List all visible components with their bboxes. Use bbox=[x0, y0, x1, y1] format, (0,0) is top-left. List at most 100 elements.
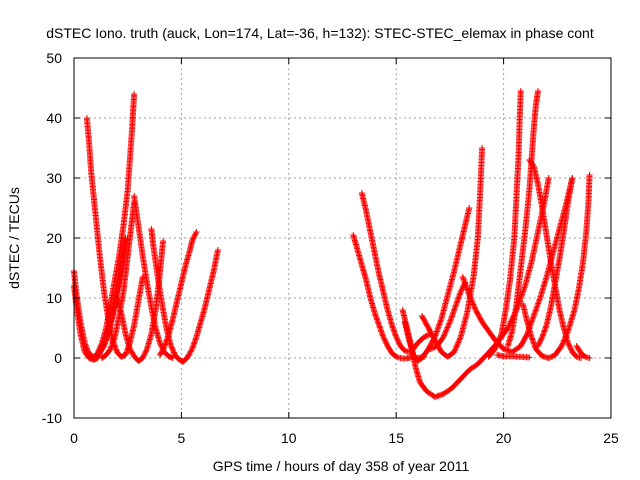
data-point bbox=[94, 350, 101, 357]
series-group bbox=[459, 175, 576, 355]
data-point bbox=[143, 347, 150, 354]
data-point bbox=[98, 341, 105, 348]
data-point bbox=[494, 340, 501, 347]
data-point bbox=[497, 333, 504, 340]
data-point bbox=[189, 238, 196, 244]
axis-ticks: 0 5 10 15 20 25 -10 0 10 20 30 40 50 bbox=[42, 50, 619, 446]
data-point bbox=[442, 329, 449, 336]
data-point bbox=[479, 145, 486, 151]
data-point bbox=[188, 347, 195, 354]
data-point bbox=[517, 88, 524, 94]
data-point bbox=[518, 292, 525, 299]
data-point bbox=[521, 284, 528, 291]
y-tick-label: 40 bbox=[46, 110, 62, 126]
chart-title: dSTEC Iono. truth (auck, Lon=174, Lat=-3… bbox=[46, 25, 594, 41]
data-point bbox=[538, 336, 545, 343]
data-point bbox=[140, 352, 147, 359]
series-group bbox=[131, 193, 176, 361]
data-point bbox=[423, 332, 430, 339]
data-point bbox=[526, 354, 533, 361]
data-point bbox=[184, 353, 191, 360]
data-point bbox=[446, 320, 453, 327]
data-point bbox=[440, 334, 447, 340]
data-point bbox=[443, 327, 450, 334]
data-point bbox=[545, 175, 552, 181]
data-point bbox=[493, 341, 500, 348]
data-point bbox=[472, 305, 479, 312]
data-point bbox=[471, 304, 478, 311]
y-tick-label: 20 bbox=[46, 230, 62, 246]
series-group bbox=[494, 352, 533, 361]
series-group bbox=[504, 88, 541, 349]
data-point bbox=[185, 352, 192, 359]
data-series bbox=[71, 88, 593, 400]
data-point bbox=[441, 332, 448, 339]
data-point bbox=[536, 339, 543, 346]
data-point bbox=[186, 349, 193, 356]
data-point bbox=[142, 348, 149, 355]
data-point bbox=[539, 334, 546, 340]
data-point bbox=[560, 337, 567, 344]
data-point bbox=[458, 287, 465, 294]
data-point bbox=[537, 337, 544, 344]
data-point bbox=[167, 341, 174, 348]
x-tick-label: 25 bbox=[603, 430, 619, 446]
data-point bbox=[563, 330, 570, 337]
data-point bbox=[586, 355, 593, 361]
x-tick-label: 0 bbox=[70, 430, 78, 446]
data-point bbox=[442, 328, 449, 335]
data-point bbox=[96, 346, 103, 353]
data-point bbox=[534, 88, 541, 94]
data-point bbox=[428, 345, 435, 352]
data-point bbox=[538, 335, 545, 342]
data-point bbox=[445, 323, 452, 330]
data-point bbox=[214, 247, 221, 253]
data-point bbox=[492, 346, 499, 352]
data-point bbox=[467, 294, 474, 301]
data-point bbox=[382, 337, 389, 344]
data-point bbox=[97, 343, 104, 350]
data-point bbox=[382, 339, 389, 346]
data-point bbox=[190, 235, 197, 242]
data-point bbox=[159, 348, 166, 355]
data-point bbox=[564, 329, 571, 336]
data-point bbox=[142, 349, 149, 356]
data-point bbox=[393, 335, 400, 342]
data-point bbox=[520, 287, 527, 294]
data-point bbox=[565, 340, 572, 346]
data-point bbox=[466, 292, 473, 298]
data-point bbox=[192, 230, 199, 237]
series-group bbox=[156, 229, 200, 358]
series-group bbox=[90, 91, 138, 361]
y-tick-label: -10 bbox=[42, 410, 62, 426]
data-point bbox=[96, 345, 103, 352]
data-point bbox=[466, 293, 473, 300]
data-point bbox=[159, 346, 166, 353]
data-point bbox=[454, 342, 461, 349]
data-point bbox=[380, 334, 387, 340]
data-point bbox=[170, 348, 177, 355]
series-group bbox=[148, 226, 221, 365]
data-point bbox=[497, 332, 504, 339]
data-point bbox=[566, 343, 573, 350]
data-point bbox=[519, 290, 526, 297]
series-group bbox=[98, 199, 138, 361]
data-point bbox=[190, 234, 197, 241]
data-point bbox=[192, 231, 199, 238]
data-point bbox=[470, 301, 477, 308]
data-point bbox=[558, 343, 565, 349]
data-point bbox=[546, 354, 553, 361]
data-point bbox=[493, 343, 500, 350]
data-point bbox=[562, 333, 569, 340]
data-point bbox=[549, 353, 556, 360]
y-tick-label: 0 bbox=[54, 350, 62, 366]
data-point bbox=[562, 334, 569, 341]
data-point bbox=[383, 340, 390, 347]
data-point bbox=[381, 336, 388, 343]
data-point bbox=[189, 236, 196, 243]
data-point bbox=[169, 346, 176, 353]
series-group bbox=[485, 88, 524, 360]
data-point bbox=[456, 336, 463, 343]
data-point bbox=[452, 344, 459, 351]
